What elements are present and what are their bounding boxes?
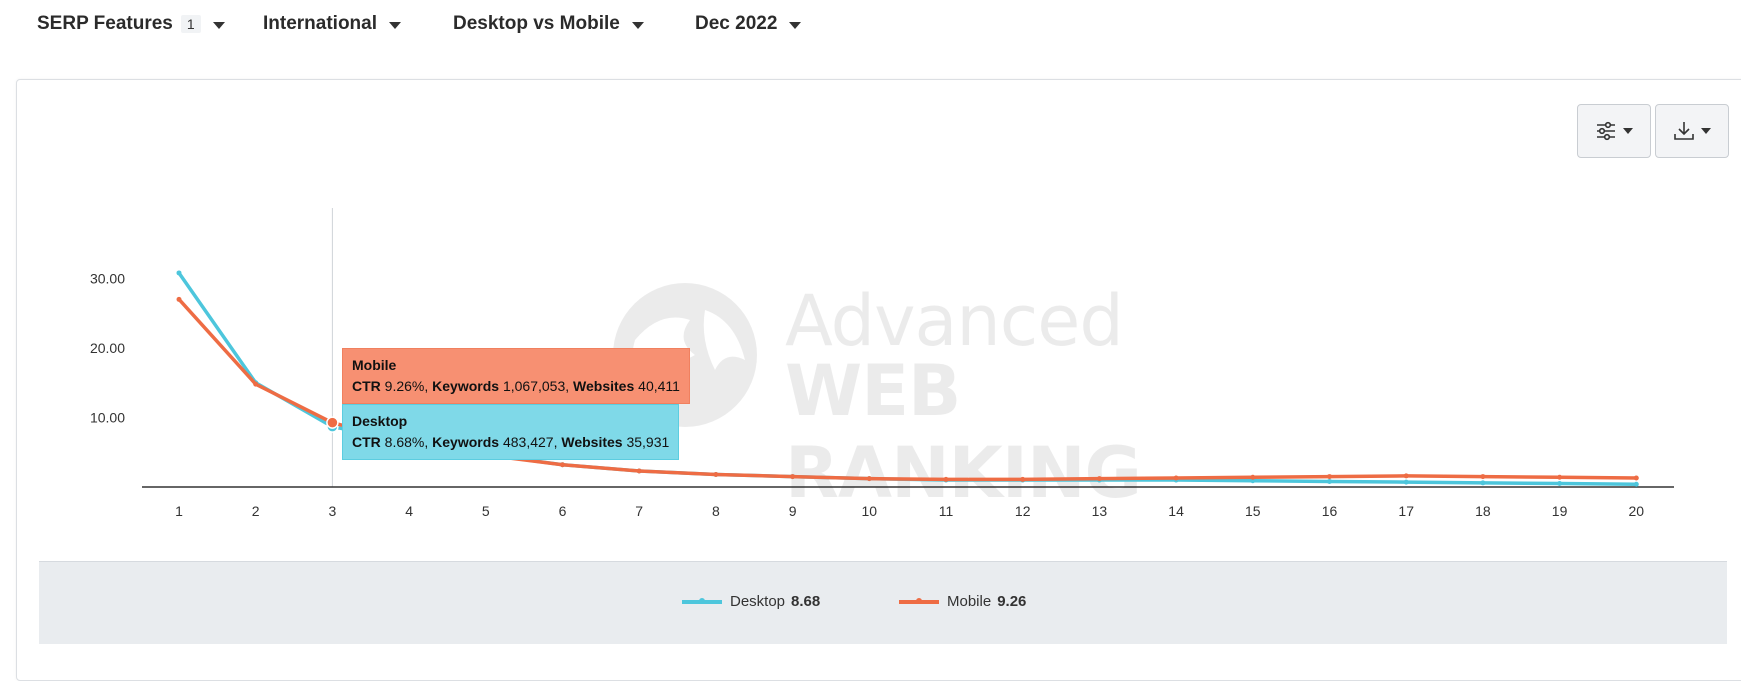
x-tick-label: 8 xyxy=(712,503,720,519)
date-filter[interactable]: Dec 2022 xyxy=(695,10,802,38)
legend-swatch-mobile xyxy=(899,597,939,604)
filter-bar: SERP Features 1 International Desktop vs… xyxy=(0,0,1741,48)
x-tick-label: 19 xyxy=(1552,503,1568,519)
data-point-mobile xyxy=(1020,476,1026,482)
x-tick-label: 11 xyxy=(939,503,954,519)
download-icon xyxy=(1674,122,1694,140)
legend-item-desktop[interactable]: Desktop 8.68 xyxy=(682,593,820,610)
data-point-mobile xyxy=(713,471,719,477)
x-tick-label: 12 xyxy=(1015,503,1031,519)
device-label: Desktop vs Mobile xyxy=(453,13,620,34)
chevron-down-icon xyxy=(1623,128,1633,134)
y-tick-label: 30.00 xyxy=(90,271,125,287)
legend-desktop-name: Desktop xyxy=(730,593,786,610)
data-point-mobile xyxy=(1557,474,1563,480)
data-point-mobile xyxy=(1250,474,1256,480)
x-tick-label: 18 xyxy=(1475,503,1491,519)
tooltip-desktop-ctr-label: CTR xyxy=(352,434,381,450)
chevron-down-icon xyxy=(1701,128,1711,134)
serp-features-count-badge: 1 xyxy=(180,15,201,33)
data-point-desktop xyxy=(1480,480,1486,486)
data-point-mobile xyxy=(1633,475,1639,481)
data-point-desktop xyxy=(1633,481,1639,487)
tooltip-desktop-title: Desktop xyxy=(352,413,408,429)
tooltip-mobile-websites-label: Websites xyxy=(573,378,635,394)
x-tick-label: 2 xyxy=(252,503,260,519)
mobile-tooltip: Mobile CTR 9.26%, Keywords 1,067,053, We… xyxy=(342,348,690,404)
x-tick-label: 7 xyxy=(635,503,643,519)
chevron-down-icon xyxy=(212,21,225,29)
data-point-mobile xyxy=(326,416,339,429)
chevron-down-icon xyxy=(789,21,802,29)
x-tick-label: 17 xyxy=(1398,503,1414,519)
tooltip-mobile-keywords-label: Keywords xyxy=(432,378,500,394)
tooltip-desktop-websites-label: Websites xyxy=(561,434,623,450)
x-tick-label: 15 xyxy=(1245,503,1261,519)
data-point-mobile xyxy=(1096,476,1102,482)
chart-legend: Desktop 8.68 Mobile 9.26 xyxy=(39,561,1727,644)
data-point-mobile xyxy=(1173,475,1179,481)
chart-settings-button[interactable] xyxy=(1577,104,1651,158)
desktop-tooltip: Desktop CTR 8.68%, Keywords 483,427, Web… xyxy=(342,404,680,460)
data-point-mobile xyxy=(790,474,796,480)
data-point-mobile xyxy=(560,462,565,468)
tooltip-mobile-title: Mobile xyxy=(352,357,397,373)
tooltip-desktop-websites: 35,931 xyxy=(626,434,670,450)
x-tick-label: 6 xyxy=(559,503,567,519)
data-point-desktop xyxy=(1250,478,1256,484)
legend-swatch-desktop xyxy=(682,597,722,604)
region-label: International xyxy=(263,13,378,34)
legend-mobile-value: 9.26 xyxy=(997,593,1027,610)
data-point-mobile xyxy=(1327,474,1332,480)
data-point-mobile xyxy=(1403,473,1409,479)
x-tick-label: 20 xyxy=(1629,503,1645,519)
data-point-desktop xyxy=(1403,479,1409,485)
y-tick-label: 10.00 xyxy=(90,410,125,426)
data-point-mobile xyxy=(176,296,182,302)
tooltip-mobile-keywords: 1,067,053 xyxy=(502,378,566,394)
serp-features-filter[interactable]: SERP Features 1 xyxy=(37,10,225,38)
data-point-mobile xyxy=(1480,474,1486,480)
tooltip-desktop-ctr: 8.68% xyxy=(384,434,425,450)
data-point-mobile xyxy=(943,476,949,482)
legend-mobile-name: Mobile xyxy=(947,593,992,610)
x-tick-label: 10 xyxy=(862,503,878,519)
data-point-desktop xyxy=(1327,478,1332,484)
tooltip-mobile-ctr: 9.26% xyxy=(384,378,425,394)
legend-item-mobile[interactable]: Mobile 9.26 xyxy=(899,593,1026,610)
x-tick-label: 13 xyxy=(1092,503,1108,519)
x-tick-label: 1 xyxy=(175,503,183,519)
tooltip-desktop-keywords: 483,427 xyxy=(502,434,554,450)
sliders-icon xyxy=(1597,121,1615,141)
tooltip-desktop-keywords-label: Keywords xyxy=(432,434,500,450)
x-tick-label: 5 xyxy=(482,503,490,519)
x-tick-label: 3 xyxy=(329,503,337,519)
data-point-mobile xyxy=(866,476,872,482)
serp-features-label: SERP Features xyxy=(37,13,173,34)
x-tick-label: 9 xyxy=(789,503,797,519)
x-tick-label: 16 xyxy=(1322,503,1338,519)
x-tick-label: 14 xyxy=(1168,503,1184,519)
data-point-desktop xyxy=(1557,481,1563,487)
data-point-mobile xyxy=(636,468,642,474)
legend-desktop-value: 8.68 xyxy=(791,593,821,610)
chevron-down-icon xyxy=(389,21,402,29)
device-filter[interactable]: Desktop vs Mobile xyxy=(453,10,644,38)
region-filter[interactable]: International xyxy=(263,10,402,38)
tooltip-mobile-websites: 40,411 xyxy=(638,378,680,394)
y-tick-label: 20.00 xyxy=(90,340,125,356)
date-label: Dec 2022 xyxy=(695,13,778,34)
tooltip-mobile-ctr-label: CTR xyxy=(352,378,381,394)
data-point-desktop xyxy=(176,270,182,276)
x-tick-label: 4 xyxy=(405,503,413,519)
chevron-down-icon xyxy=(631,21,644,29)
data-point-mobile xyxy=(253,381,259,387)
export-button[interactable] xyxy=(1655,104,1729,158)
